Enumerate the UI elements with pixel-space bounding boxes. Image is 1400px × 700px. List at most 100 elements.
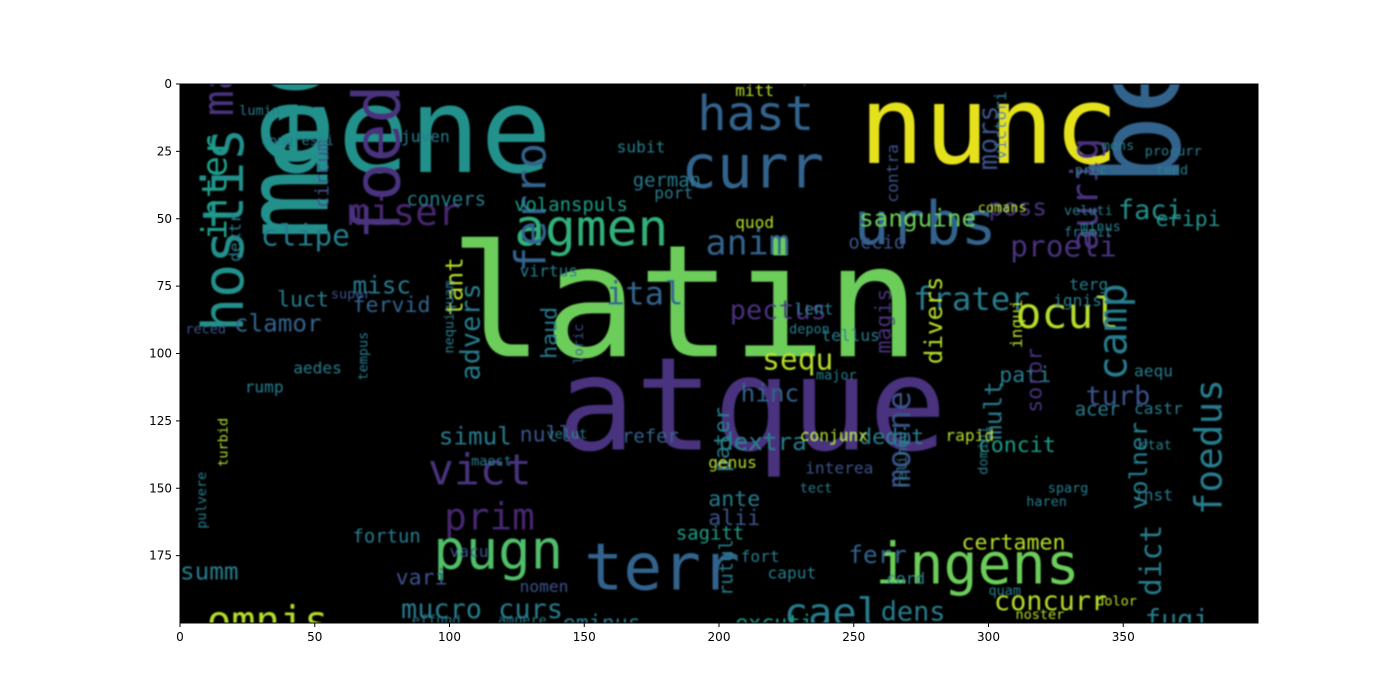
word-117: mons (1102, 138, 1135, 154)
word-112: tellus (821, 326, 879, 345)
word-72: vari (396, 565, 448, 590)
word-16: pugn (433, 519, 563, 582)
word-24: ital (606, 275, 684, 313)
y-axis: 0 25 50 75 100 125 150 175 (149, 77, 180, 563)
word-96: ignis (1053, 291, 1102, 310)
x-tick-label-3: 150 (573, 630, 596, 644)
word-135: noster (1016, 607, 1065, 623)
word-103: aedes (293, 359, 342, 378)
word-84: fort (741, 547, 780, 566)
word-66: dens (881, 597, 946, 628)
word-54: acer (1075, 399, 1121, 421)
word-28: proeli (1010, 229, 1117, 263)
word-116: port (654, 183, 693, 202)
word-23: ferro (506, 143, 556, 273)
x-tick-label-1: 50 (307, 630, 322, 644)
word-45: magis (872, 288, 897, 353)
word-56: volner (1124, 422, 1153, 510)
word-37: fervid (353, 293, 431, 318)
word-119: comans (978, 200, 1027, 216)
y-tick-label-1: 25 (157, 144, 172, 158)
word-49: turb (1086, 381, 1151, 412)
word-1: atque (557, 330, 946, 481)
word-80: german (633, 169, 701, 191)
word-68: concurr (994, 586, 1107, 617)
word-137: quam (989, 583, 1022, 599)
word-79: volanspuls (514, 194, 628, 216)
word-92: occid (848, 231, 905, 253)
word-73: mucro curs (401, 594, 563, 625)
word-138: loric (571, 324, 587, 365)
image-area (180, 84, 1258, 623)
word-15: inter (195, 135, 235, 240)
word-94: victori (991, 91, 1010, 159)
word-60: dextra (719, 427, 807, 456)
word-17: terr (584, 530, 740, 605)
word-90: interea (805, 458, 873, 477)
word-125: reced (185, 321, 226, 337)
word-97: inqui (1007, 299, 1026, 348)
word-91: genus (708, 453, 757, 472)
word-105: rump (245, 378, 284, 397)
word-76: sagitt (676, 523, 744, 545)
word-20: cael (784, 588, 881, 636)
word-53: concit (978, 433, 1056, 458)
word-144: major (816, 367, 857, 383)
word-101: inst (1134, 485, 1173, 504)
word-51: soror (1022, 348, 1047, 413)
word-134: tect (800, 480, 833, 496)
word-44: haud (537, 307, 562, 359)
word-30: aurig (1062, 138, 1106, 251)
y-tick-label-2: 50 (157, 212, 172, 226)
word-122: minus (1080, 219, 1121, 235)
word-124: procurr (1145, 144, 1202, 160)
word-120: fremit (1064, 224, 1113, 240)
word-83: rutul (716, 539, 738, 596)
word-3: nunc (859, 64, 1119, 189)
word-102: dextr (226, 213, 245, 262)
word-100: stat (1139, 437, 1172, 453)
word-42: hinc (741, 379, 800, 408)
word-67: dict (1134, 525, 1168, 596)
y-tick-label-6: 150 (149, 481, 172, 495)
word-126: super (331, 286, 372, 302)
word-108: lumin (239, 103, 280, 119)
word-81: fortun (353, 525, 421, 547)
word-106: juven (401, 127, 450, 146)
word-55: foedus (1186, 379, 1230, 515)
word-31: mors (973, 105, 1004, 170)
word-114: virtus (520, 262, 578, 281)
word-127: pulvere (194, 472, 210, 529)
word-130: haren (1026, 494, 1067, 510)
word-88: conjunx (800, 426, 868, 445)
word-10: miser (347, 190, 460, 234)
word-36: luct (277, 288, 329, 313)
word-121: veluti (1064, 203, 1113, 219)
word-62: pater (710, 407, 735, 472)
word-139: depon (789, 321, 830, 337)
word-85: caput (768, 563, 817, 582)
word-33: eripi (1156, 207, 1221, 232)
y-tick-label-7: 175 (149, 549, 172, 563)
word-93: contra (883, 144, 902, 202)
word-89: rapid (945, 426, 994, 445)
word-129: nequiquam (442, 280, 458, 353)
word-43: advers (456, 283, 487, 380)
x-tick-label-7: 350 (1112, 630, 1135, 644)
word-111: corpore (778, 71, 835, 87)
word-115: quod (735, 213, 774, 232)
word-58: null (520, 423, 572, 448)
word-140: maest (471, 453, 512, 469)
word-12: foeder (341, 7, 416, 241)
x-tick-label-6: 300 (977, 630, 1000, 644)
word-32: poss (989, 193, 1048, 222)
word-57: simul (439, 422, 512, 451)
word-107: congressi (261, 133, 334, 149)
word-82: vacu (450, 542, 489, 561)
word-98: aequ (1134, 361, 1173, 380)
word-48: camp (1089, 283, 1137, 380)
word-123: tend (1156, 162, 1189, 178)
